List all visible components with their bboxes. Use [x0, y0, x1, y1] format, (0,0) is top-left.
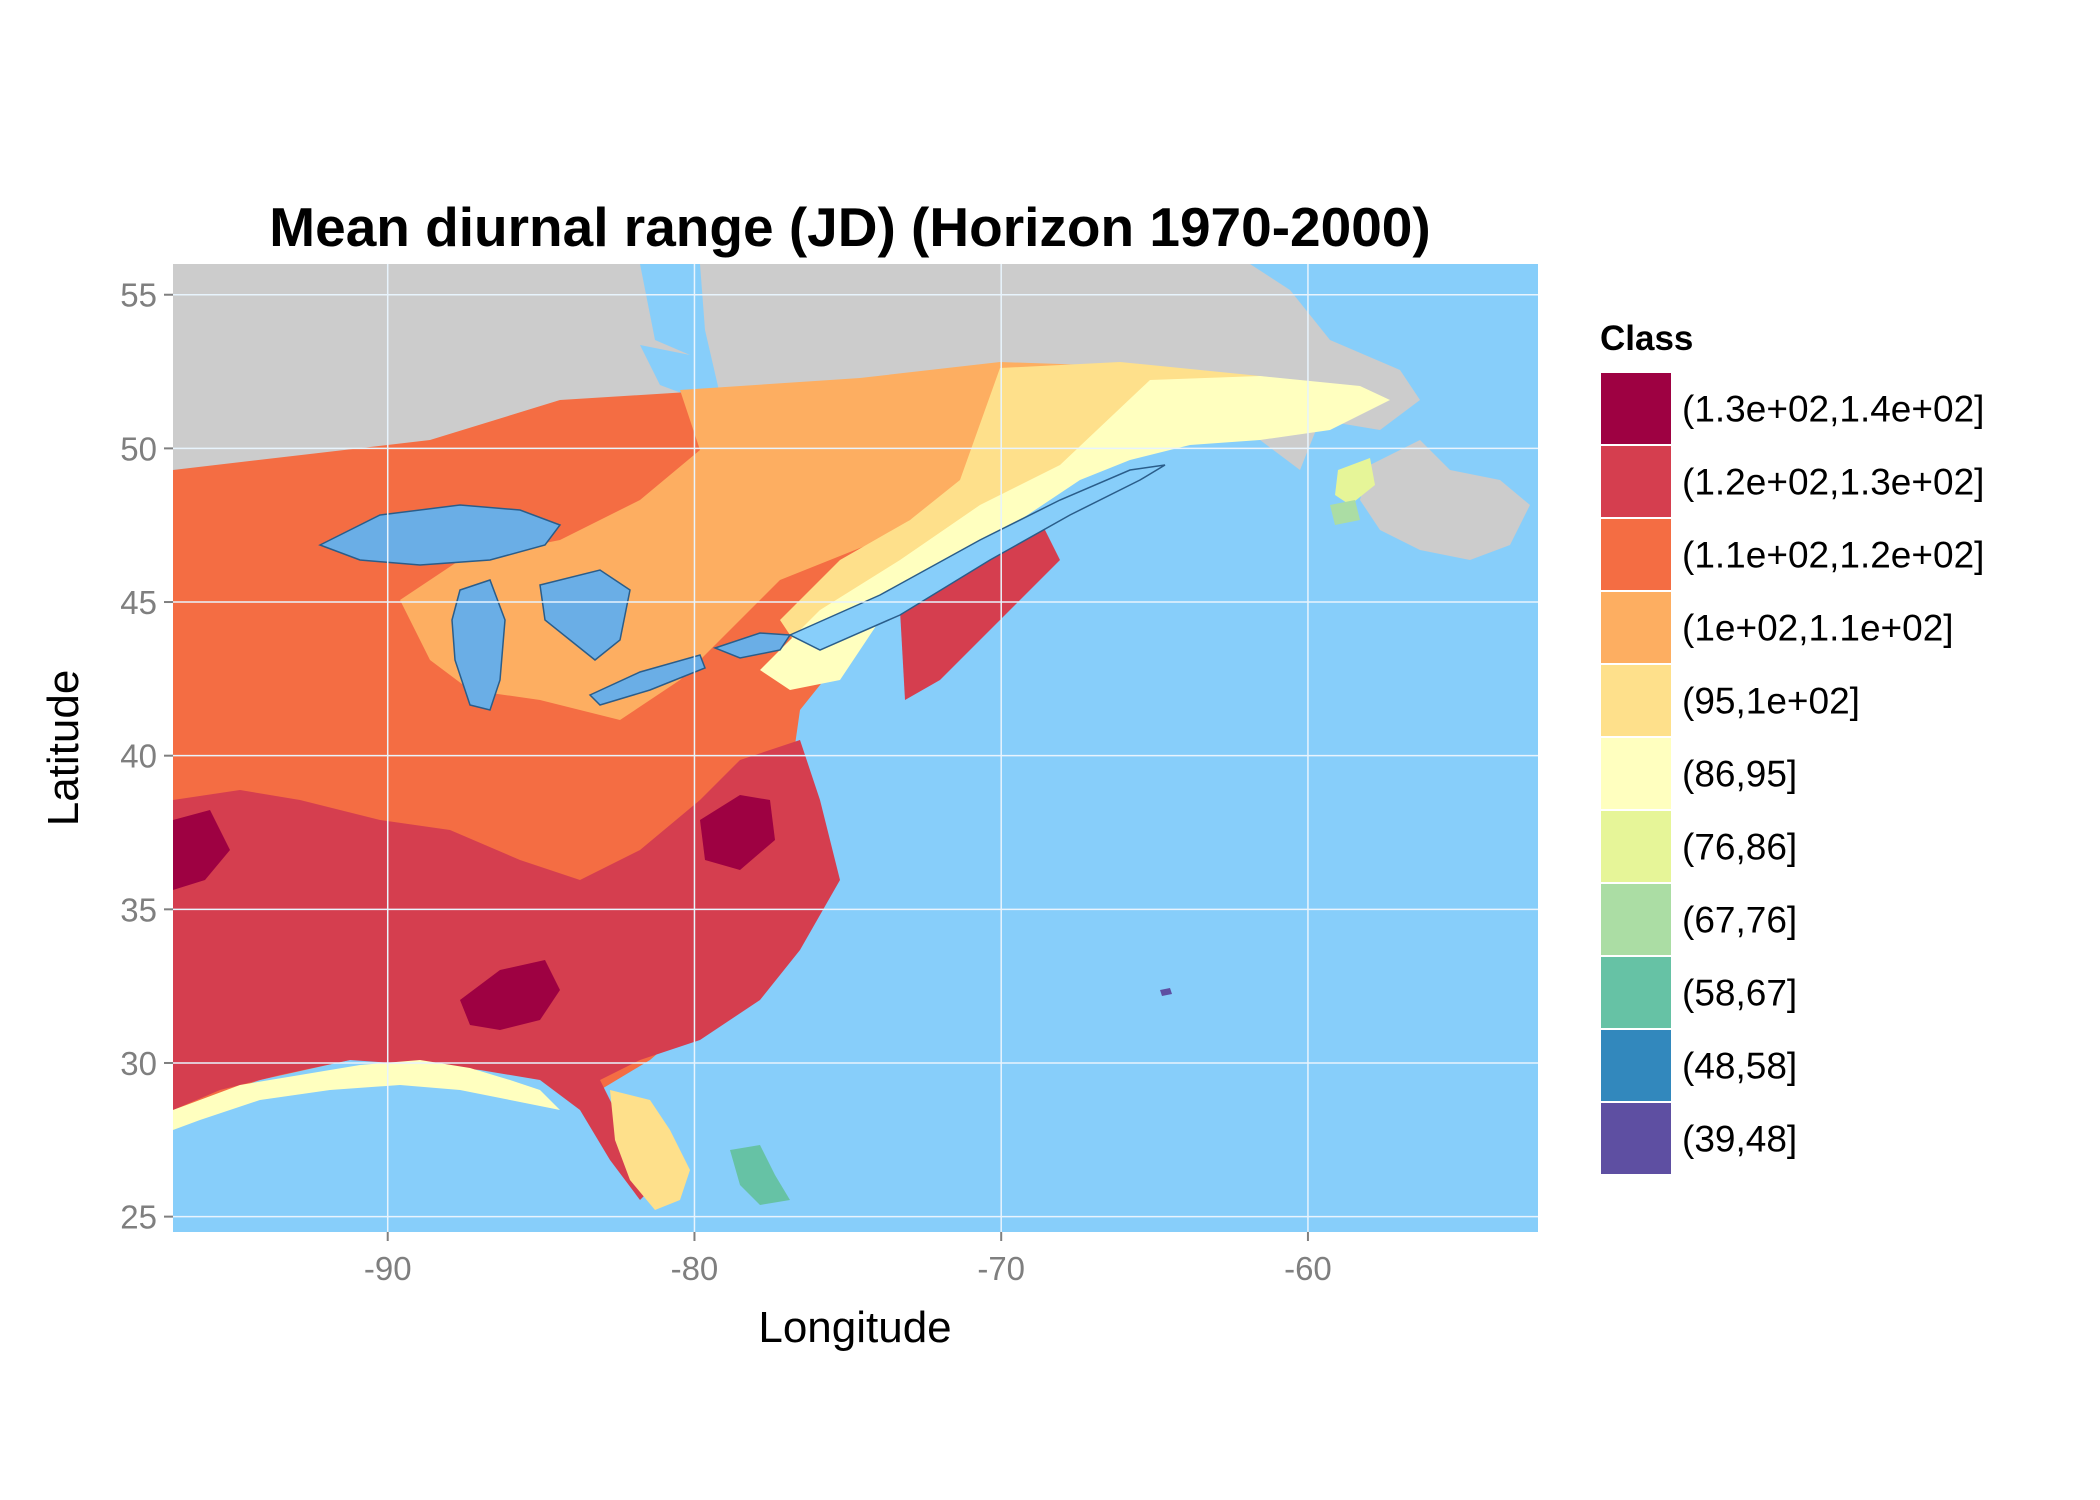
y-axis: 25 30 35 40 45 50 55: [120, 277, 173, 1236]
class-region-1.3e+02-1.4e+02-ga: [460, 960, 560, 1030]
class-region-76-86: [1335, 458, 1375, 505]
y-tick-label: 45: [120, 584, 157, 621]
legend-label: (67,76]: [1682, 900, 1797, 941]
y-tick-label: 30: [120, 1045, 157, 1082]
y-tick-label: 40: [120, 738, 157, 775]
class-region-1.2e+02-1.3e+02-ne: [900, 520, 1060, 700]
class-region-1.3e+02-1.4e+02-nc: [700, 795, 775, 870]
legend-swatch: [1599, 444, 1673, 519]
grid-lines: [173, 264, 1538, 1232]
legend-swatch: [1599, 663, 1673, 738]
legend-swatch: [1599, 371, 1673, 446]
legend-swatch: [1599, 1101, 1673, 1176]
x-tick-label: -60: [1284, 1250, 1332, 1287]
legend-label: (1e+02,1.1e+02]: [1682, 608, 1954, 649]
y-tick-label: 35: [120, 891, 157, 928]
legend-label: (48,58]: [1682, 1046, 1797, 1087]
x-tick-label: -90: [364, 1250, 412, 1287]
legend-swatch: [1599, 882, 1673, 957]
x-tick-label: -70: [977, 1250, 1025, 1287]
lake-erie: [588, 654, 706, 706]
class-region-58-67: [730, 1145, 790, 1205]
legend-swatch: [1599, 955, 1673, 1030]
lake-superior: [318, 504, 562, 566]
class-region-95-1e+02-florida: [610, 1090, 690, 1210]
legend-label: (58,67]: [1682, 973, 1797, 1014]
legend-swatch: [1599, 1028, 1673, 1103]
map-panel: [173, 264, 1538, 1232]
legend-title: Class: [1600, 319, 1693, 358]
lake-huron: [539, 569, 631, 661]
class-region-86-95: [760, 376, 1390, 690]
legend-swatch: [1599, 590, 1673, 665]
class-region-86-95-coast: [173, 1060, 560, 1130]
y-axis-label: Latitude: [39, 670, 88, 827]
x-tick-label: -80: [671, 1250, 719, 1287]
legend-label: (86,95]: [1682, 754, 1797, 795]
outside-land-newfoundland: [1360, 440, 1530, 560]
chart-title: Mean diurnal range (JD) (Horizon 1970-20…: [269, 196, 1430, 258]
legend-label: (76,86]: [1682, 827, 1797, 868]
class-region-1.3e+02-1.4e+02-ok: [173, 810, 230, 890]
legend-label: (39,48]: [1682, 1119, 1797, 1160]
class-region-39-48: [1160, 988, 1172, 996]
y-tick-label: 50: [120, 430, 157, 467]
lake-ontario: [712, 632, 792, 659]
legend-swatch: [1599, 809, 1673, 884]
y-tick-label: 25: [120, 1199, 157, 1236]
legend-label: (1.1e+02,1.2e+02]: [1682, 535, 1984, 576]
x-axis: -90 -80 -70 -60: [364, 1232, 1332, 1287]
legend-label: (1.3e+02,1.4e+02]: [1682, 389, 1984, 430]
legend-swatch: [1599, 736, 1673, 811]
y-tick-label: 55: [120, 277, 157, 314]
class-region-67-76: [1330, 500, 1360, 525]
x-axis-label: Longitude: [758, 1303, 951, 1352]
lake-michigan: [451, 579, 506, 711]
st-lawrence: [788, 464, 1166, 651]
legend: Class (1.3e+02,1.4e+02] (1.2e+02,1.3e+02]…: [1599, 319, 1984, 1176]
legend-swatch: [1599, 517, 1673, 592]
legend-label: (1.2e+02,1.3e+02]: [1682, 462, 1984, 503]
legend-label: (95,1e+02]: [1682, 681, 1860, 722]
